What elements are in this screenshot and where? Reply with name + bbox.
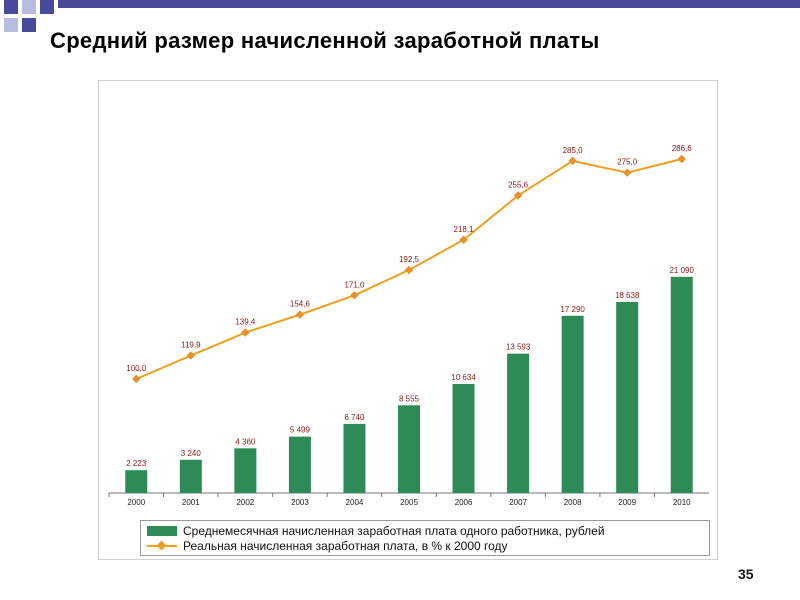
page-number: 35 — [738, 566, 754, 582]
deco-square — [22, 18, 36, 32]
bar — [234, 448, 257, 493]
x-tick-label: 2008 — [564, 498, 582, 507]
x-tick-label: 2004 — [346, 498, 364, 507]
chart-frame: 2 223 3 240 4 360 5 499 6 740 8 555 10 634 13 5… — [98, 80, 718, 560]
line-point — [295, 310, 305, 319]
line-point — [459, 235, 468, 245]
bar — [288, 436, 311, 493]
deco-bar — [58, 0, 800, 8]
line-value-label: 171,0 — [344, 280, 365, 289]
legend-label: Реальная начисленная заработная плата, в… — [183, 539, 508, 553]
line-value-label: 139,4 — [235, 318, 256, 327]
bar-value-label: 17 290 — [560, 305, 585, 314]
x-tick-label: 2006 — [455, 498, 473, 507]
bar — [507, 353, 530, 493]
x-tick-label: 2001 — [182, 498, 200, 507]
bar — [179, 459, 202, 493]
legend-entry-line: Реальная начисленная заработная плата, в… — [147, 538, 508, 554]
line-point — [677, 154, 686, 164]
bar-value-label: 10 634 — [451, 373, 476, 382]
line-value-label: 286,6 — [672, 144, 693, 153]
legend-label: Среднемесячная начисленная заработная пл… — [183, 524, 605, 538]
x-tick-label: 2005 — [400, 498, 418, 507]
page-title: Средний размер начисленной заработной пл… — [50, 28, 600, 53]
line-point — [404, 265, 414, 275]
legend-bar-swatch — [147, 526, 177, 536]
line-point — [241, 328, 250, 337]
bar-value-label: 4 360 — [235, 437, 256, 446]
line-value-label: 255,6 — [508, 181, 529, 190]
bar — [125, 470, 148, 493]
line-value-label: 275,0 — [617, 158, 638, 167]
deco-square — [4, 18, 18, 32]
bar — [452, 384, 475, 493]
x-tick-label: 2002 — [236, 498, 254, 507]
line-point — [513, 191, 523, 200]
line-point — [186, 351, 196, 360]
line-value-label: 119,9 — [181, 341, 201, 350]
line-value-label: 285,0 — [563, 146, 584, 155]
line-point — [132, 374, 141, 384]
header-decoration — [4, 0, 800, 32]
bar-value-label: 18 638 — [615, 291, 640, 300]
x-tick-label: 2007 — [509, 498, 527, 507]
bar — [670, 276, 693, 493]
combo-chart: 2 223 3 240 4 360 5 499 6 740 8 555 10 634 13 5… — [108, 144, 709, 507]
x-tick-label: 2000 — [127, 498, 145, 507]
x-tick-label: 2010 — [673, 498, 691, 507]
bar-value-label: 8 555 — [399, 394, 420, 403]
line-value-label: 100,0 — [126, 364, 147, 373]
bar-value-label: 21 090 — [669, 266, 694, 275]
line-value-label: 218,1 — [454, 225, 475, 234]
line-value-label: 154,6 — [290, 300, 311, 309]
x-tick-label: 2009 — [618, 498, 636, 507]
bar — [561, 315, 584, 493]
bar-value-label: 2 223 — [126, 459, 147, 468]
bar-value-label: 6 740 — [344, 413, 365, 422]
chart-legend: Среднемесячная начисленная заработная пл… — [140, 520, 710, 556]
bar-value-label: 3 240 — [181, 449, 202, 458]
deco-square — [4, 0, 18, 14]
deco-square — [40, 0, 54, 14]
bar — [616, 301, 639, 493]
legend-line-swatch — [147, 541, 177, 551]
deco-square — [22, 0, 36, 14]
x-tick-label: 2003 — [291, 498, 309, 507]
bar — [343, 423, 366, 493]
line-point — [350, 291, 359, 300]
legend-entry-bars: Среднемесячная начисленная заработная пл… — [147, 523, 605, 539]
bar — [398, 405, 420, 493]
line-value-label: 192,5 — [399, 255, 420, 264]
bar-value-label: 13 593 — [506, 343, 531, 352]
line-point — [622, 168, 632, 177]
bar-value-label: 5 499 — [290, 426, 311, 435]
